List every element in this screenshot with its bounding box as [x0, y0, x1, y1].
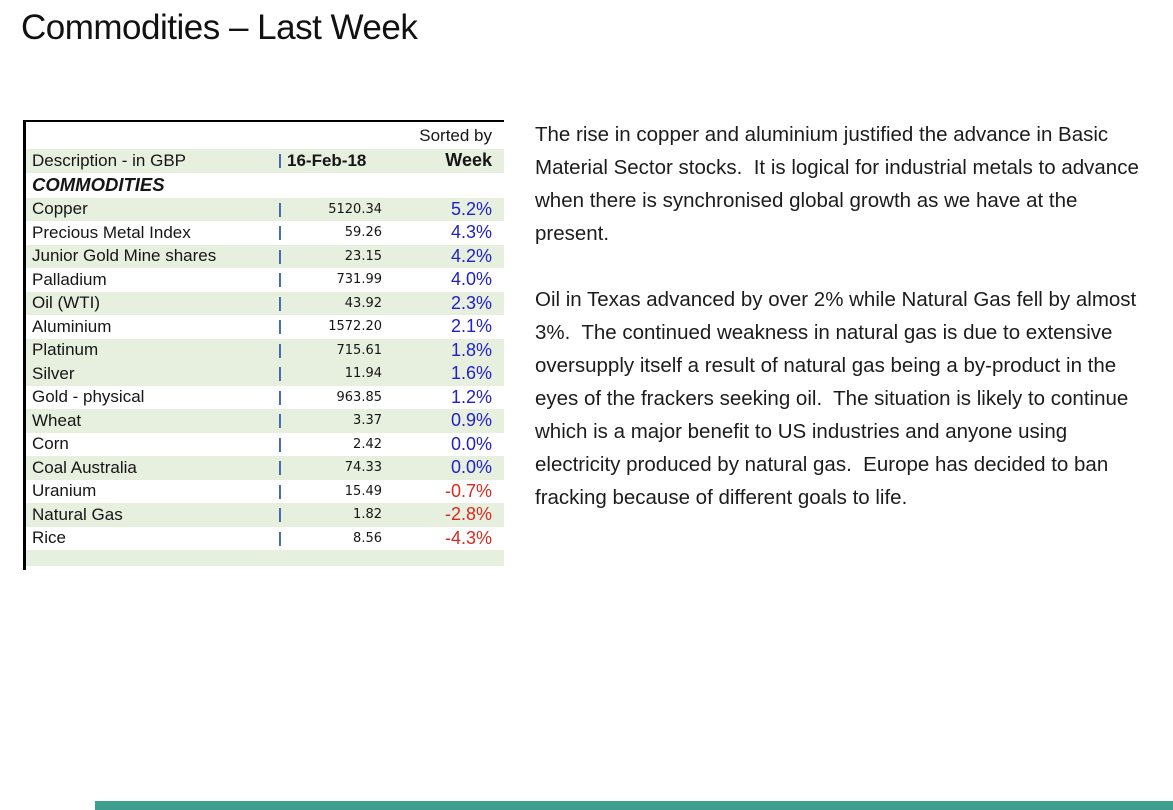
commodity-value: 963.85	[336, 389, 383, 405]
commentary-paragraph-2: Oil in Texas advanced by over 2% while N…	[535, 288, 1142, 509]
commodity-week: 1.6%	[450, 363, 492, 384]
commodity-tick-icon: |	[277, 412, 283, 430]
commodity-tick-icon: |	[277, 365, 283, 383]
commodity-value: 1572.20	[328, 319, 382, 335]
commodity-week: 4.0%	[450, 269, 492, 290]
commodity-tick-icon: |	[277, 271, 283, 289]
table-row: Uranium | 15.49 -0.7%	[26, 480, 504, 504]
commodity-name: Corn	[32, 434, 69, 454]
commodity-tick-icon: |	[277, 459, 283, 477]
commodity-name: Uranium	[32, 481, 97, 501]
commodity-tick-icon: |	[277, 318, 283, 336]
table-row: Junior Gold Mine shares | 23.15 4.2%	[26, 244, 504, 268]
table-row: Wheat | 3.37 0.9%	[26, 409, 504, 433]
commodity-week: 0.0%	[450, 433, 492, 454]
empty-row	[26, 550, 504, 566]
table-row: Natural Gas | 1.82 -2.8%	[26, 503, 504, 527]
table-row: Oil (WTI) | 43.92 2.3%	[26, 291, 504, 315]
separator-tick-icon: |	[277, 152, 283, 170]
commodity-name: Palladium	[32, 269, 107, 289]
commodity-name: Aluminium	[32, 316, 112, 336]
section-header-row: COMMODITIES	[26, 173, 504, 198]
table-row: Rice | 8.56 -4.3%	[26, 527, 504, 551]
column-header-description: Description - in GBP	[32, 150, 186, 170]
commodity-week: -0.7%	[444, 480, 492, 501]
commodity-tick-icon: |	[277, 388, 283, 406]
commodities-table: Sorted by Description - in GBP | 16-Feb-…	[23, 120, 504, 570]
commodity-week: 1.2%	[450, 386, 492, 407]
commodity-tick-icon: |	[277, 529, 283, 547]
commodity-name: Oil (WTI)	[32, 293, 100, 313]
commodity-value: 715.61	[336, 342, 383, 358]
table-row: Coal Australia | 74.33 0.0%	[26, 456, 504, 480]
commodity-tick-icon: |	[277, 482, 283, 500]
commodity-week: 4.3%	[450, 222, 492, 243]
commodity-week: 0.9%	[450, 410, 492, 431]
commodity-name: Junior Gold Mine shares	[32, 246, 217, 266]
commodity-value: 23.15	[344, 248, 382, 264]
commodity-value: 59.26	[344, 225, 382, 241]
commentary-paragraph-1: The rise in copper and aluminium justifi…	[535, 123, 1145, 245]
table-row: Palladium | 731.99 4.0%	[26, 268, 504, 292]
commodity-value: 15.49	[344, 483, 382, 499]
section-label: COMMODITIES	[32, 174, 165, 195]
page-title: Commodities – Last Week	[21, 8, 418, 47]
commodity-tick-icon: |	[277, 341, 283, 359]
table-row: Silver | 11.94 1.6%	[26, 362, 504, 386]
commodity-value: 5120.34	[328, 201, 382, 217]
table-row: Precious Metal Index | 59.26 4.3%	[26, 221, 504, 245]
footer-accent-bar	[95, 801, 1173, 810]
table-row: Corn | 2.42 0.0%	[26, 433, 504, 457]
commodity-name: Coal Australia	[32, 457, 137, 477]
commodity-tick-icon: |	[277, 224, 283, 242]
commodity-value: 1.82	[353, 507, 382, 523]
column-header-week: Week	[445, 150, 492, 171]
commodity-week: 1.8%	[450, 339, 492, 360]
commodity-name: Wheat	[32, 410, 82, 430]
commodity-tick-icon: |	[277, 294, 283, 312]
commodity-week: 2.1%	[450, 316, 492, 337]
commodity-week: -4.3%	[444, 527, 492, 548]
table-row: Copper | 5120.34 5.2%	[26, 197, 504, 221]
commodity-name: Gold - physical	[32, 387, 145, 407]
commodity-name: Precious Metal Index	[32, 222, 191, 242]
sorted-by-row: Sorted by	[26, 122, 504, 149]
commodity-tick-icon: |	[277, 435, 283, 453]
commodity-week: 2.3%	[450, 292, 492, 313]
commodity-value: 43.92	[344, 295, 382, 311]
commodity-value: 731.99	[336, 272, 383, 288]
commodity-name: Rice	[32, 528, 67, 548]
commodity-week: 5.2%	[450, 198, 492, 219]
commodity-name: Silver	[32, 363, 75, 383]
commodity-week: -2.8%	[444, 504, 492, 525]
table-row: Aluminium | 1572.20 2.1%	[26, 315, 504, 339]
table-row: Platinum | 715.61 1.8%	[26, 338, 504, 362]
commodity-value: 3.37	[353, 413, 382, 429]
table-rows: Copper | 5120.34 5.2% Precious Metal Ind…	[26, 197, 504, 551]
commodity-tick-icon: |	[277, 506, 283, 524]
commodity-week: 0.0%	[450, 457, 492, 478]
commodity-tick-icon: |	[277, 200, 283, 218]
commentary-text-block: The rise in copper and aluminium justifi…	[535, 118, 1139, 547]
commodity-value: 2.42	[353, 436, 382, 452]
commodity-value: 8.56	[353, 530, 382, 546]
commodity-value: 74.33	[344, 460, 382, 476]
commodity-name: Copper	[32, 199, 88, 219]
commodity-tick-icon: |	[277, 247, 283, 265]
table-row: Gold - physical | 963.85 1.2%	[26, 386, 504, 410]
commodity-name: Platinum	[32, 340, 99, 360]
column-header-date: 16-Feb-18	[287, 150, 367, 170]
sorted-by-label: Sorted by	[419, 125, 492, 145]
table-header-row: Description - in GBP | 16-Feb-18 Week	[26, 149, 504, 173]
commodity-week: 4.2%	[450, 245, 492, 266]
commodity-value: 11.94	[344, 366, 382, 382]
commodity-name: Natural Gas	[32, 504, 123, 524]
